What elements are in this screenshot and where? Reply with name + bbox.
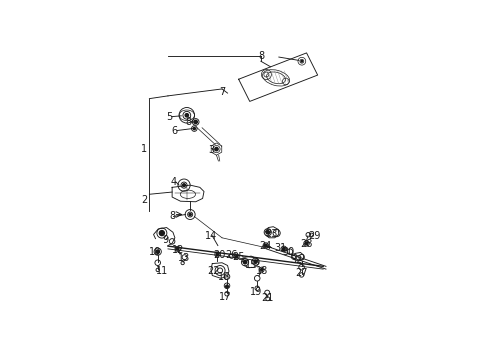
Circle shape [185,114,189,117]
Circle shape [265,244,267,247]
Text: 23: 23 [266,229,278,239]
Circle shape [183,184,185,186]
Text: 29: 29 [308,231,320,241]
Text: 4: 4 [171,177,176,187]
Text: 10: 10 [149,247,162,257]
Text: 8: 8 [186,117,192,127]
Circle shape [216,253,219,256]
Text: 32: 32 [290,255,302,265]
Circle shape [305,242,308,245]
Text: 31: 31 [274,243,286,253]
Circle shape [159,231,164,235]
Text: 8: 8 [169,211,175,221]
Text: 21: 21 [262,293,274,303]
Text: 16: 16 [218,273,230,283]
Text: 8: 8 [259,51,265,61]
Text: 11: 11 [156,266,168,276]
Circle shape [215,148,218,151]
Text: 18: 18 [256,266,269,275]
Circle shape [261,269,263,271]
Circle shape [254,260,257,263]
Circle shape [282,247,285,250]
Circle shape [176,248,179,250]
Text: 30: 30 [282,247,294,257]
Text: 25: 25 [232,252,245,262]
Text: 22: 22 [207,266,220,276]
Text: 15: 15 [245,260,257,270]
Circle shape [266,231,270,234]
Circle shape [194,120,197,123]
Text: 19: 19 [250,287,263,297]
Text: 2: 2 [141,195,147,205]
Circle shape [156,250,159,253]
Text: 7: 7 [219,87,225,97]
Circle shape [244,261,246,264]
Circle shape [236,256,238,258]
Text: 9: 9 [162,235,168,245]
Text: 12: 12 [172,245,184,255]
Circle shape [193,127,196,130]
Text: 14: 14 [205,231,217,241]
Text: 24: 24 [259,241,272,251]
Text: 3: 3 [208,145,214,155]
Text: 17: 17 [220,292,232,302]
Text: 13: 13 [178,253,190,263]
Text: 20: 20 [213,250,225,260]
Text: 1: 1 [141,144,147,153]
Circle shape [225,285,228,288]
Text: 26: 26 [225,250,238,260]
Text: 28: 28 [300,239,313,249]
Text: 27: 27 [295,268,307,278]
Circle shape [189,213,191,216]
Circle shape [301,60,303,62]
Text: 5: 5 [166,112,172,122]
Text: 6: 6 [172,126,178,135]
